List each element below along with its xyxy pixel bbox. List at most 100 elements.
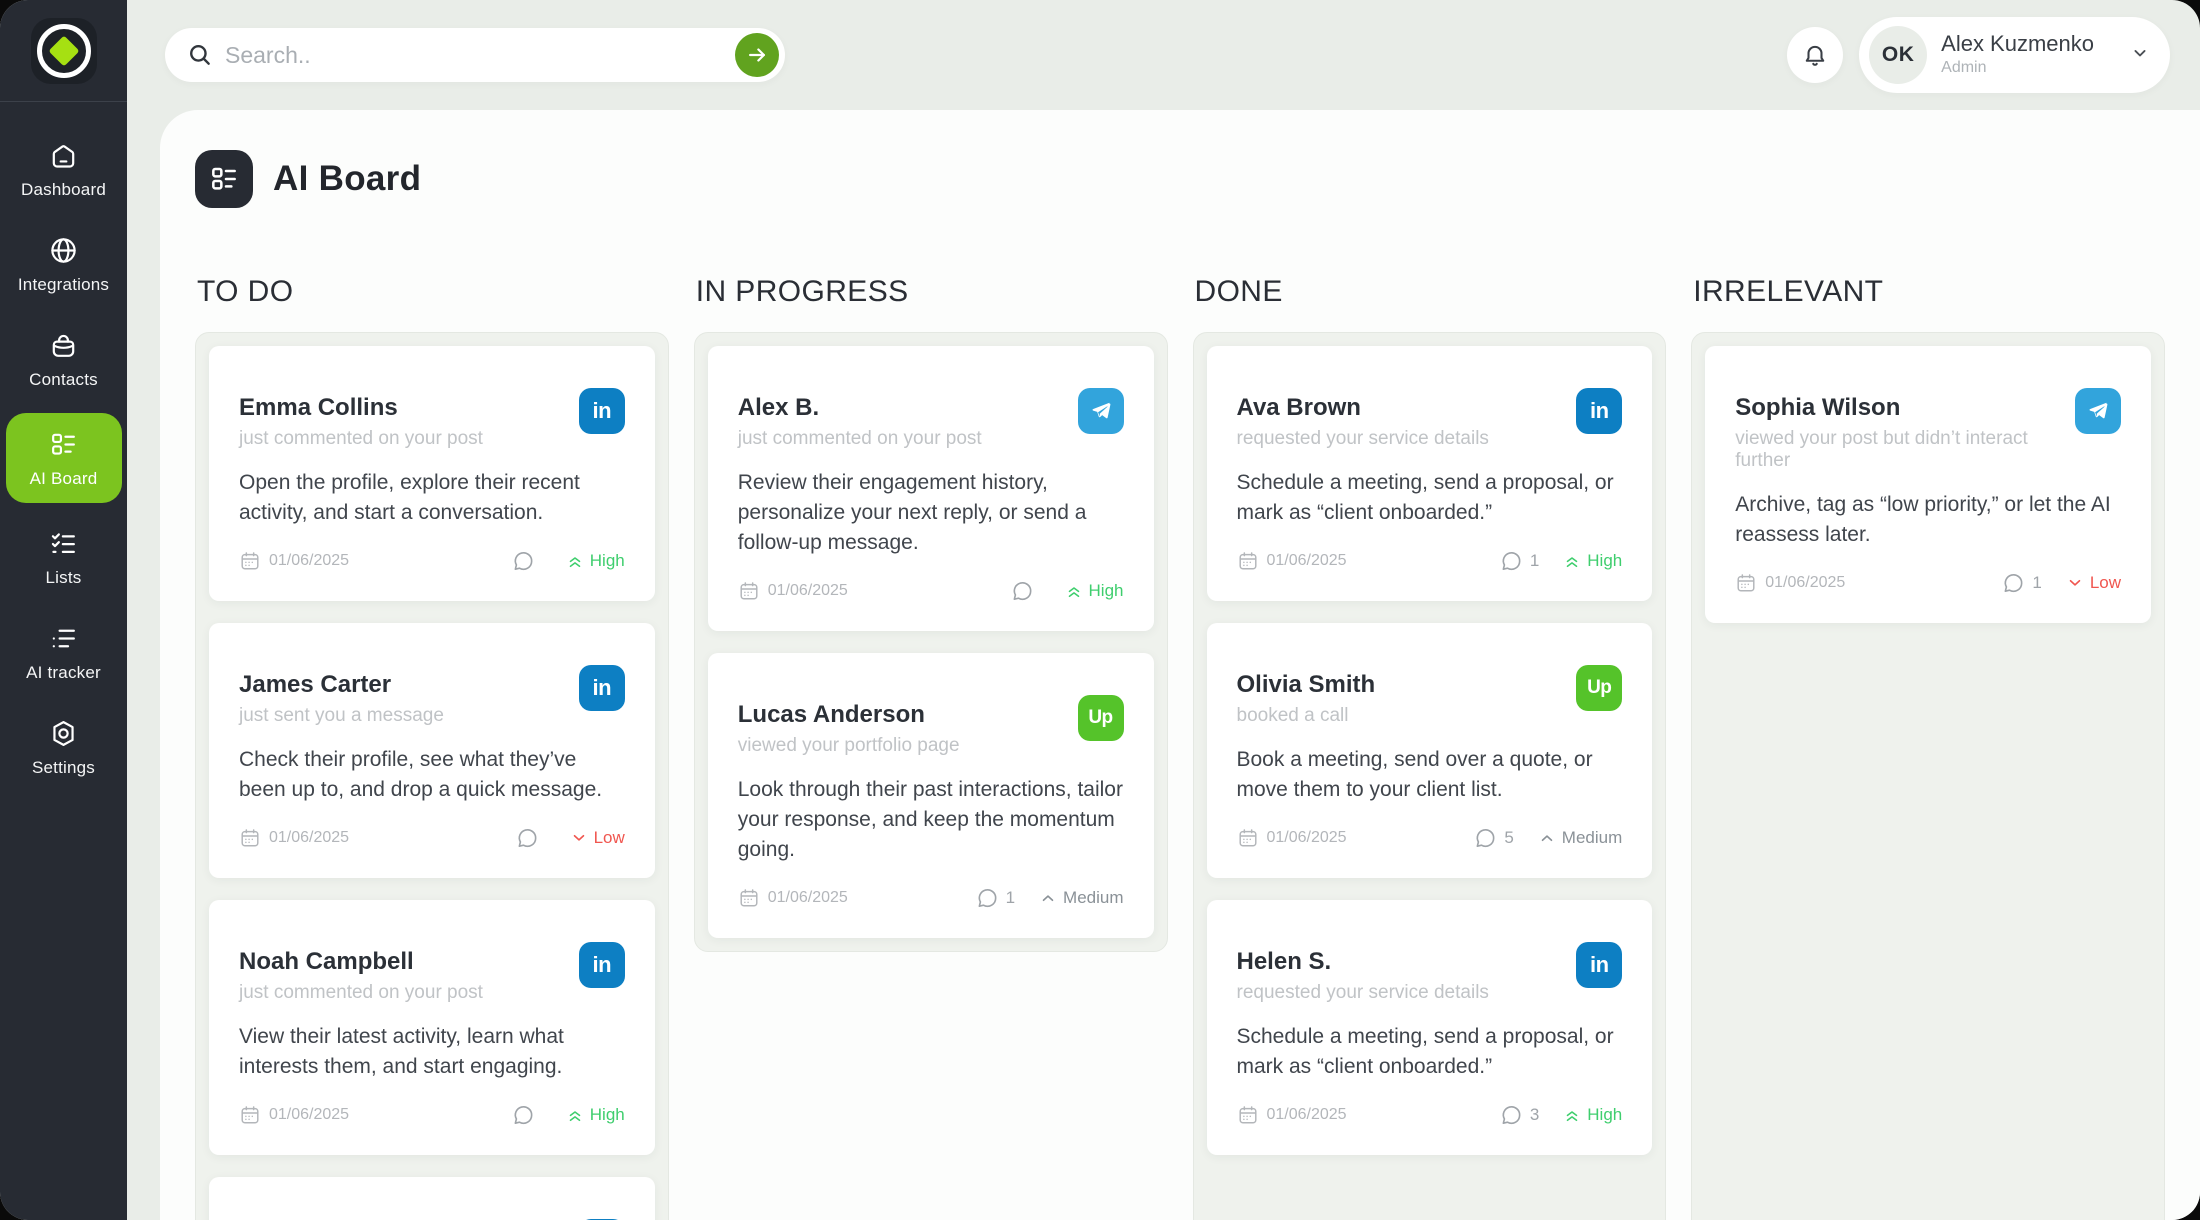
card-footer: 01/06/2025 High — [239, 1104, 625, 1127]
tracker-icon — [52, 629, 75, 648]
priority-label: Low — [2089, 573, 2121, 593]
chevron-up-icon — [1541, 835, 1553, 842]
lead-card[interactable]: Alex B. just commented on your post Revi… — [707, 345, 1154, 631]
lead-card[interactable]: Emma Collins just commented on your post… — [209, 345, 655, 601]
date-text: 01/06/2025 — [767, 889, 848, 907]
search-submit-button[interactable] — [735, 33, 779, 77]
app-logo[interactable] — [30, 17, 97, 84]
lead-name: Alex B. — [737, 393, 820, 421]
sidebar-item-label: AI Board — [29, 469, 98, 488]
sidebar-item-ai-board[interactable]: AI Board — [5, 413, 122, 503]
card-indicators: 1 Low — [2002, 572, 2121, 595]
lead-card[interactable]: Olivia Smith booked a call Up Book a mee… — [1206, 622, 1653, 878]
due-date: 01/06/2025 — [1735, 572, 1845, 594]
lead-name: Lucas Anderson — [737, 700, 925, 728]
card-indicators: High — [512, 550, 625, 573]
lead-card[interactable]: Helen S. requested your service details … — [1206, 899, 1653, 1155]
date-text: 01/06/2025 — [269, 829, 350, 847]
card-header: Ava Brown requested your service details… — [1237, 387, 1623, 450]
lead-identity: Olivia Smith booked a call — [1237, 671, 1376, 727]
date-text: 01/06/2025 — [269, 552, 350, 570]
comments-indicator — [516, 827, 546, 850]
lead-name: Olivia Smith — [1236, 670, 1376, 698]
notifications-button[interactable] — [1787, 27, 1844, 83]
card-header: Emma Collins just commented on your post… — [239, 387, 625, 450]
board-columns: TO DO Emma Collins just commented on you… — [195, 275, 2165, 1220]
linkedin-icon: in — [578, 1218, 625, 1220]
home-icon — [52, 145, 75, 168]
lead-card[interactable]: Sophia Wilson viewed your post but didn’… — [1705, 345, 2151, 623]
sidebar-item-ai-tracker[interactable]: AI tracker — [6, 611, 122, 693]
search-input[interactable] — [213, 41, 735, 69]
comment-bubble-icon — [1013, 581, 1031, 600]
topbar-actions: OK Alex Kuzmenko Admin — [1787, 17, 2170, 93]
chevron-down-icon — [573, 835, 584, 842]
lead-identity: Emma Collins just commented on your post — [239, 394, 483, 450]
card-header: James Carter just sent you a message in — [239, 664, 625, 727]
priority-label: High — [589, 1105, 625, 1125]
lead-card[interactable]: Noah Campbell just commented on your pos… — [209, 899, 655, 1155]
card-indicators: 1 High — [1500, 550, 1622, 573]
sidebar-item-settings[interactable]: Settings — [6, 706, 122, 788]
due-date: 01/06/2025 — [239, 550, 349, 572]
lead-card[interactable]: Ava Brown requested your service details… — [1206, 345, 1653, 601]
lead-identity: Helen S. requested your service details — [1237, 948, 1489, 1004]
calendar-icon — [241, 829, 259, 847]
calendar-icon — [241, 1106, 259, 1124]
comments-indicator: 3 — [1500, 1104, 1539, 1127]
calendar-icon — [1238, 1106, 1257, 1124]
due-date: 01/06/2025 — [1237, 827, 1347, 849]
page-title: AI Board — [273, 159, 422, 199]
lead-identity: Alex B. just commented on your post — [738, 394, 982, 450]
column-title: DONE — [1194, 274, 1283, 308]
sidebar-item-lists[interactable]: Lists — [6, 516, 122, 598]
comment-bubble-icon — [514, 551, 533, 570]
lead-name: Emma Collins — [239, 393, 398, 421]
logo-diamond-icon — [47, 34, 80, 67]
lead-activity: booked a call — [1236, 704, 1349, 726]
priority-label: Low — [593, 828, 625, 848]
lead-activity: just commented on your post — [737, 427, 982, 449]
date-text: 01/06/2025 — [1266, 552, 1347, 570]
lead-card[interactable]: Harper Lewis in — [209, 1176, 655, 1220]
user-menu[interactable]: OK Alex Kuzmenko Admin — [1859, 17, 2170, 93]
card-footer: 01/06/2025 1 High — [1237, 550, 1622, 573]
upwork-icon: Up — [1576, 664, 1623, 711]
card-indicators: Low — [516, 827, 625, 850]
board-icon — [52, 433, 75, 455]
upwork-icon: Up — [1077, 694, 1124, 741]
comment-count: 1 — [2032, 573, 2042, 593]
sidebar-item-dashboard[interactable]: Dashboard — [6, 128, 122, 210]
priority-indicator: Low — [570, 828, 625, 848]
sidebar-item-integrations[interactable]: Integrations — [6, 223, 122, 305]
logo-container — [0, 0, 127, 102]
comment-count: 1 — [1005, 888, 1016, 908]
sidebar: Dashboard Integrations Contacts AI Board… — [0, 0, 127, 1220]
sidebar-item-label: AI tracker — [26, 663, 101, 682]
chevrons-up-icon — [569, 1111, 581, 1122]
column-title: IN PROGRESS — [695, 274, 909, 308]
board-column: TO DO Emma Collins just commented on you… — [195, 275, 669, 1220]
priority-indicator: High — [1563, 1105, 1622, 1125]
lead-card[interactable]: Lucas Anderson viewed your portfolio pag… — [707, 652, 1154, 938]
lead-identity: Ava Brown requested your service details — [1237, 394, 1489, 450]
bag-icon — [52, 334, 75, 357]
chevrons-up-icon — [569, 557, 581, 568]
comments-indicator: 5 — [1474, 827, 1514, 850]
sidebar-item-contacts[interactable]: Contacts — [6, 318, 122, 400]
column-card-list: Alex B. just commented on your post Revi… — [693, 331, 1168, 952]
calendar-icon — [740, 889, 758, 907]
card-indicators: 5 Medium — [1474, 827, 1622, 850]
calendar-icon — [1737, 574, 1755, 592]
lead-activity: just commented on your post — [239, 427, 483, 449]
priority-indicator: High — [1065, 581, 1124, 601]
priority-label: High — [589, 551, 625, 571]
comment-count: 3 — [1529, 1105, 1540, 1125]
lead-card[interactable]: James Carter just sent you a message in … — [209, 622, 655, 878]
card-header: Sophia Wilson viewed your post but didn’… — [1735, 387, 2121, 472]
priority-indicator: Medium — [1538, 828, 1622, 848]
platform-glyph: in — [592, 397, 612, 423]
checklist-icon — [51, 533, 75, 553]
chevrons-up-icon — [1566, 1111, 1578, 1122]
